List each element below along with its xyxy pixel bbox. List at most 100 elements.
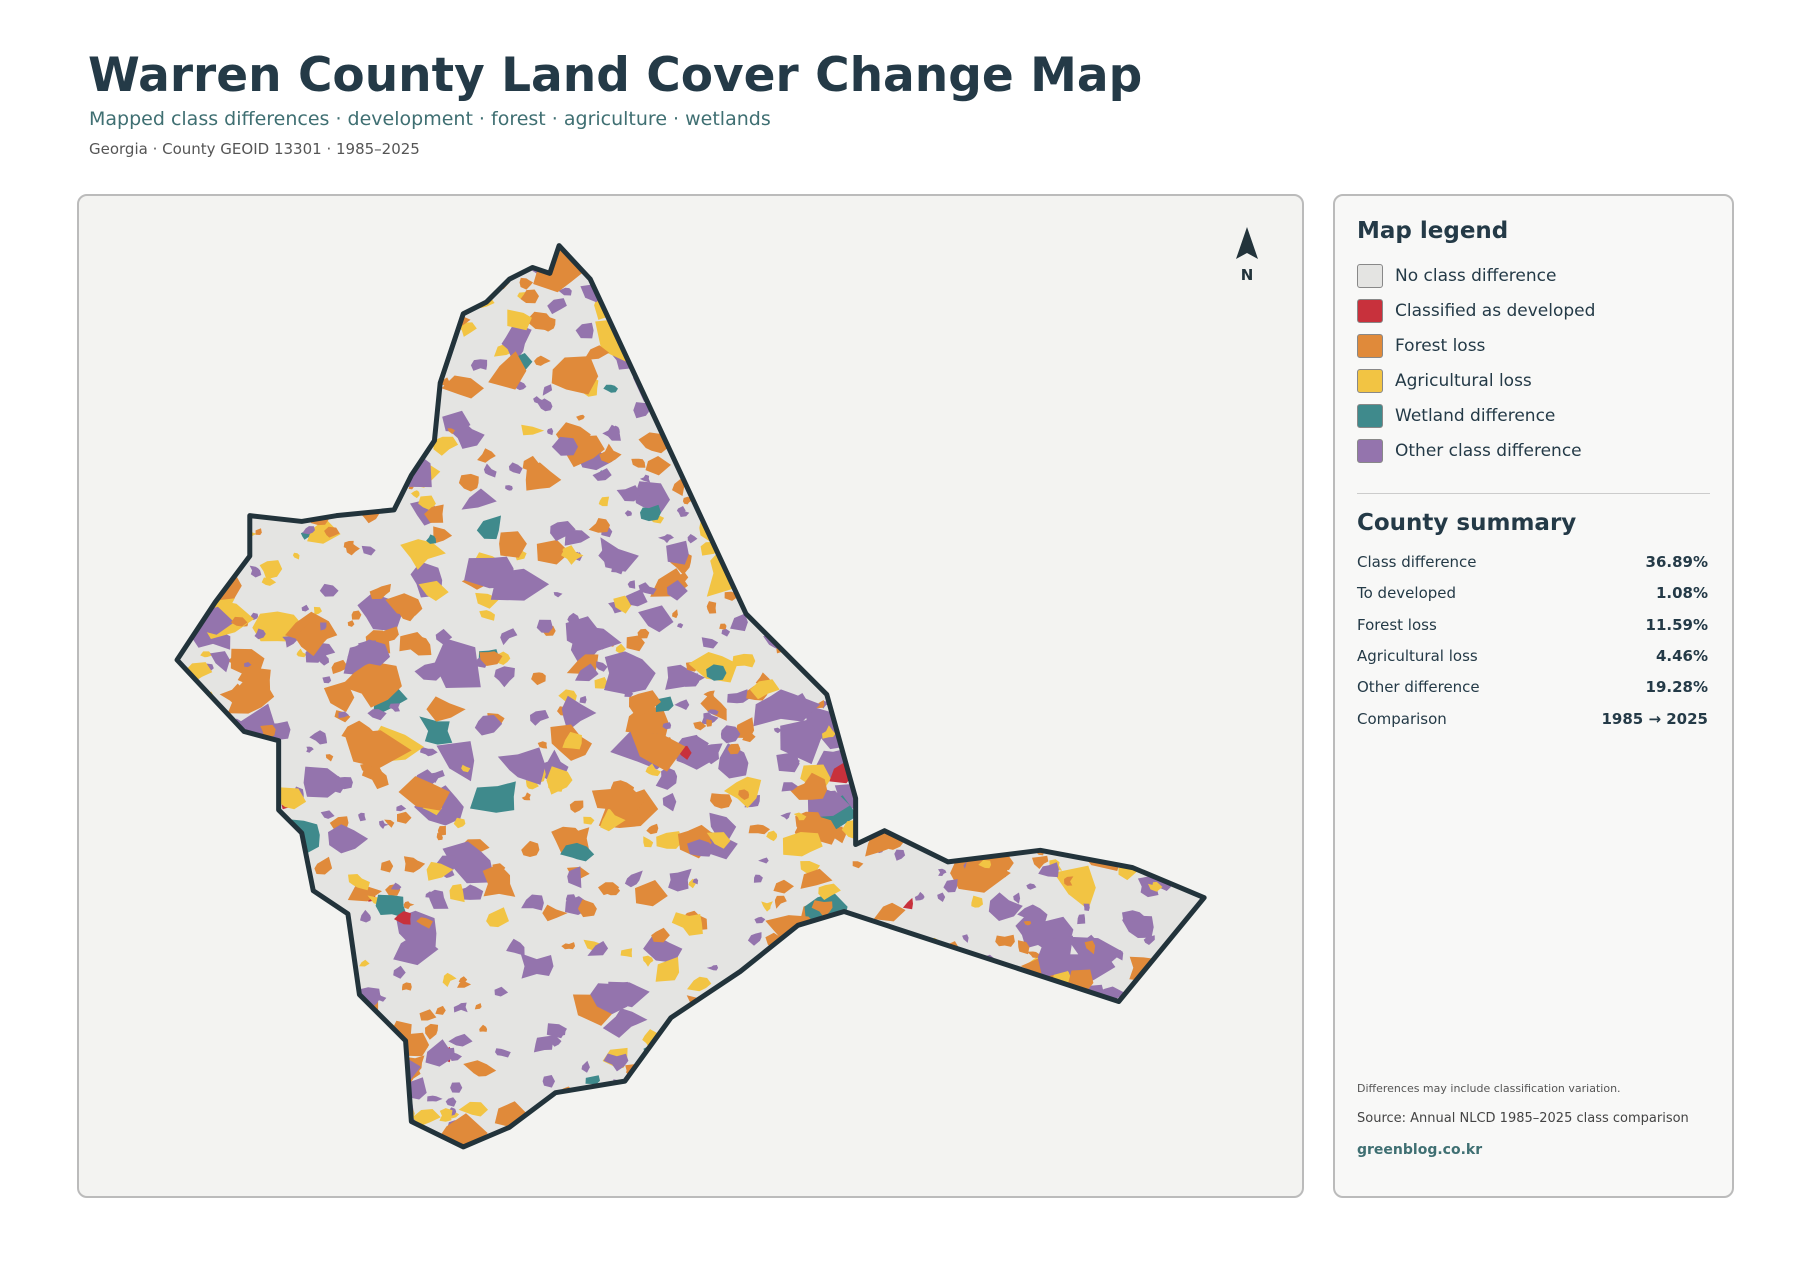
change-patch [1037,782,1059,797]
change-patch [1084,713,1106,728]
change-patch [445,1097,457,1107]
change-patch [340,251,368,273]
legend-label: Agricultural loss [1395,371,1532,391]
change-patch [398,776,450,811]
change-patch [328,824,369,854]
change-patch [1016,469,1035,482]
change-patch [727,743,741,755]
change-patch [665,664,705,690]
change-patch [974,1074,985,1084]
change-patch [624,870,643,888]
change-patch [1023,921,1032,926]
change-patch [277,907,288,917]
change-patch [404,635,432,656]
change-patch [731,653,756,668]
change-patch [1176,1103,1205,1121]
change-patch [877,768,900,796]
change-patch [426,696,466,722]
change-patch [855,724,886,750]
change-patch [1010,728,1040,746]
change-patch [301,340,347,369]
map-panel: N [77,194,1304,1198]
change-patch [817,1093,836,1111]
change-patch [957,541,968,551]
change-patch [933,961,962,993]
summary-row: Class difference 36.89% [1357,553,1708,571]
change-patch [521,894,544,911]
change-patch [743,477,755,485]
change-patch [883,301,915,321]
change-patch [693,328,704,335]
change-patch [329,279,367,308]
change-patch [177,996,193,1019]
change-patch [250,805,263,815]
change-patch [631,458,646,468]
change-patch [865,998,880,1007]
change-patch [1162,820,1189,843]
change-patch [1105,468,1138,501]
change-patch [829,285,842,298]
change-patch [1040,772,1068,792]
change-patch [259,560,283,580]
change-patch [565,616,601,654]
change-patch [601,245,643,271]
change-patch [384,819,395,828]
change-patch [211,417,233,436]
change-patch [778,1009,786,1015]
change-patch [416,917,433,929]
divider [1357,493,1710,494]
change-patch [338,711,349,719]
change-patch [625,589,648,607]
change-patch [805,460,815,467]
change-patch [340,1038,350,1046]
change-patch [710,793,733,809]
change-patch [259,245,302,269]
change-patch [795,1082,805,1094]
change-patch [628,342,638,349]
change-patch [222,316,229,324]
change-patch [1074,1092,1087,1103]
change-patch [182,931,197,940]
change-patch [367,709,387,721]
change-patch [1133,639,1170,668]
change-patch [728,422,740,435]
change-patch [712,1023,776,1055]
summary-value: 11.59% [1645,615,1708,634]
change-patch [1158,1131,1170,1146]
change-patch [283,871,302,882]
change-patch [266,245,296,248]
change-patch [1090,809,1108,827]
change-patch [878,245,898,249]
change-patch [270,1093,291,1106]
change-patch [822,725,836,739]
change-patch [322,676,332,684]
change-patch [338,255,350,265]
change-patch [760,363,769,371]
change-patch [1010,622,1036,639]
change-patch [1157,281,1196,318]
change-patch [979,836,995,850]
change-patch [287,374,293,382]
change-patch [359,959,370,967]
change-patch [1017,940,1030,955]
change-patch [1105,515,1116,525]
change-patch [592,1139,602,1147]
change-patch [955,458,976,481]
change-patch [1076,764,1112,788]
change-patch [187,881,203,892]
change-patch [902,690,913,699]
change-patch [533,1035,556,1053]
change-patch [407,284,448,318]
change-patch [705,997,717,1005]
change-patch [1180,413,1205,436]
change-patch [554,547,564,556]
change-patch [820,671,828,680]
change-patch [768,482,824,528]
change-patch [955,1063,969,1078]
change-patch [1034,453,1046,464]
change-patch [800,861,820,878]
change-patch [1141,877,1154,886]
change-patch [1077,914,1086,925]
change-patch [685,245,728,256]
change-patch [685,672,700,687]
